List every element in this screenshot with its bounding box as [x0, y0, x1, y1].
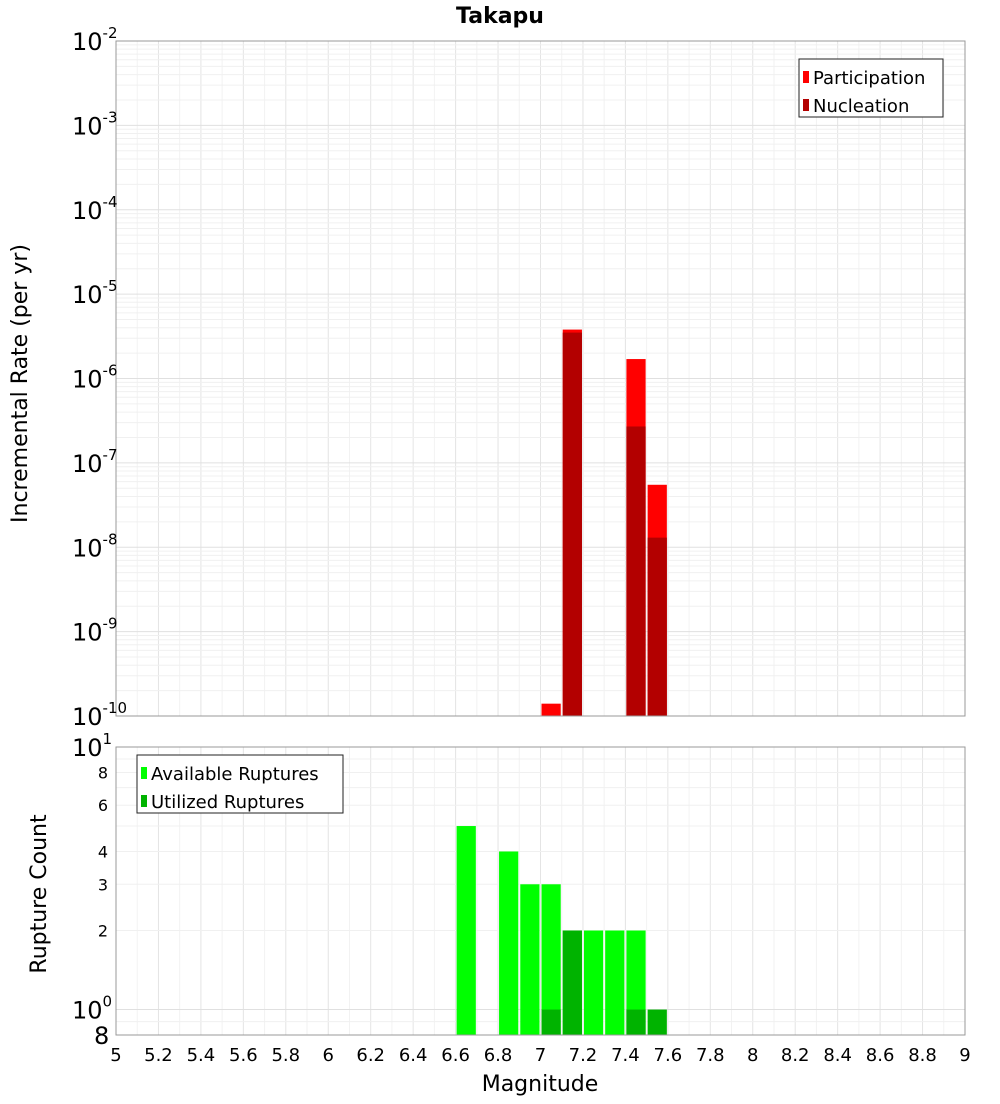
y-tick-label: 2 [98, 922, 108, 941]
y-axis-label-bottom: Rupture Count [27, 814, 52, 974]
bar-nucleation [647, 537, 667, 716]
x-tick-label: 8.2 [781, 1045, 810, 1066]
y-tick-label: 3 [98, 875, 108, 894]
x-tick-label: 7.6 [654, 1045, 683, 1066]
x-tick-label: 7.4 [611, 1045, 640, 1066]
y-tick-label: 100 [72, 993, 112, 1025]
bar-utilized-ruptures [647, 1009, 667, 1035]
x-tick-label: 7.8 [696, 1045, 725, 1066]
x-tick-label: 8.6 [866, 1045, 895, 1066]
y-tick-label: 10-7 [72, 446, 118, 478]
grid [115, 40, 966, 717]
bar-available-ruptures [520, 884, 540, 1035]
bar-utilized-ruptures [626, 1009, 646, 1035]
x-tick-label: 6.2 [356, 1045, 385, 1066]
y-tick-label: 10-2 [72, 24, 118, 56]
legend-box [136, 754, 344, 814]
x-tick-label: 8 [747, 1045, 758, 1066]
legend-swatch [803, 99, 809, 111]
bar-nucleation [562, 332, 582, 716]
bar-nucleation [626, 426, 646, 716]
legend-top: Participation Nucleation [798, 58, 944, 118]
legend-box [798, 58, 944, 118]
top-plot-frame [115, 40, 966, 717]
y-tick-label: 10-8 [72, 530, 118, 562]
legend-swatch [803, 71, 809, 83]
y-tick-label: 10-4 [72, 193, 118, 225]
x-tick-label: 8.8 [908, 1045, 937, 1066]
x-tick-label: 5.6 [229, 1045, 258, 1066]
y-tick-label: 10-9 [72, 615, 118, 647]
bar-available-ruptures [583, 930, 604, 1035]
x-tick-label: 9 [959, 1045, 970, 1066]
bar-available-ruptures [499, 851, 519, 1035]
y-tick-label: 10-10 [72, 699, 127, 731]
bar-available-ruptures [605, 930, 625, 1035]
x-tick-label: 5.8 [271, 1045, 300, 1066]
x-tick-label: 8.4 [823, 1045, 852, 1066]
bar-participation [541, 703, 561, 716]
y-tick-label: 6 [98, 796, 108, 815]
bar-available-ruptures [626, 930, 646, 1035]
legend-label: Available Ruptures [151, 764, 319, 785]
bottom-plot-frame [115, 746, 966, 1036]
x-tick-label: 6.8 [484, 1045, 513, 1066]
y-axis-label-top: Incremental Rate (per yr) [8, 244, 33, 523]
y-tick-label: 8 [94, 1022, 109, 1050]
x-tick-label: 6 [323, 1045, 334, 1066]
x-tick-label: 6.4 [399, 1045, 428, 1066]
x-tick-label: 5.2 [144, 1045, 173, 1066]
y-tick-label: 4 [98, 842, 108, 861]
y-tick-label: 101 [72, 730, 112, 762]
y-tick-label: 10-3 [72, 108, 118, 140]
y-tick-label: 10-5 [72, 277, 118, 309]
bar-utilized-ruptures [541, 1009, 561, 1035]
x-tick-label: 7 [535, 1045, 546, 1066]
legend-label: Utilized Ruptures [151, 792, 304, 813]
legend-label: Participation [813, 68, 925, 89]
x-axis-label: Magnitude [482, 1072, 599, 1097]
legend-label: Nucleation [813, 96, 909, 117]
x-tick-label: 5.4 [187, 1045, 216, 1066]
x-tick-label: 6.6 [441, 1045, 470, 1066]
legend-swatch [141, 767, 147, 779]
bar-available-ruptures [541, 884, 561, 1035]
chart-title: Takapu [456, 4, 544, 29]
legend-bottom: Available Ruptures Utilized Ruptures [136, 754, 344, 814]
bar-available-ruptures [456, 826, 476, 1035]
y-tick-label: 10-6 [72, 362, 118, 394]
bar-utilized-ruptures [562, 930, 582, 1035]
legend-swatch [141, 795, 147, 807]
x-tick-label: 5 [110, 1045, 121, 1066]
y-tick-label: 8 [98, 763, 108, 782]
x-tick-label: 7.2 [569, 1045, 598, 1066]
